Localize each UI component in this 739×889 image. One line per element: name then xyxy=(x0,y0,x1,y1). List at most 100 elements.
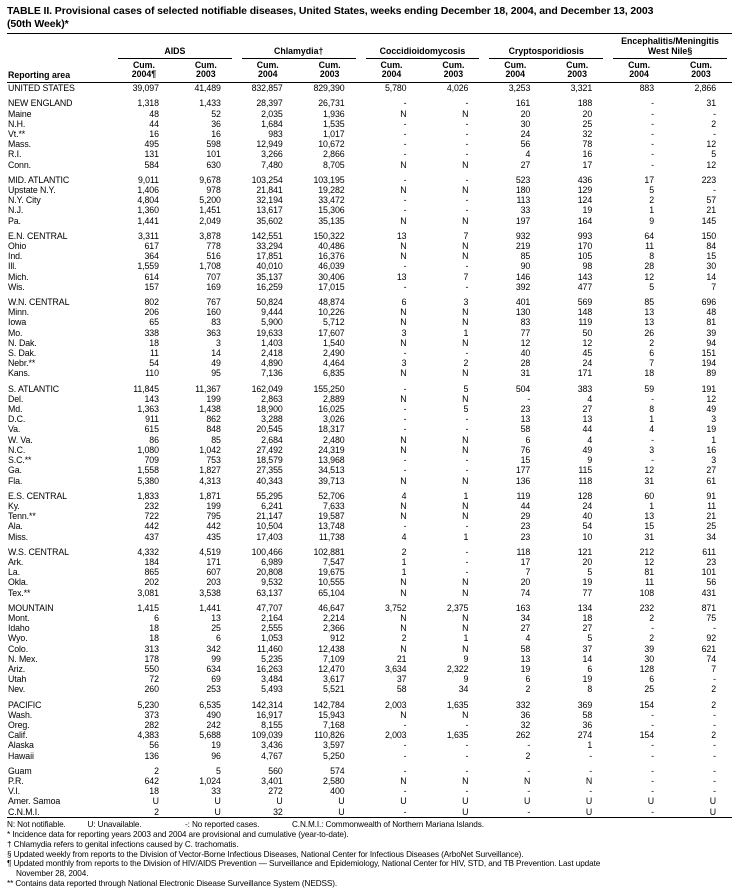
value-cell: 437 xyxy=(144,531,159,542)
value-cell: - xyxy=(403,261,407,272)
value-cell: 11,738 xyxy=(318,531,345,542)
value-cell: 3,538 xyxy=(199,587,221,598)
value-cell: 33,472 xyxy=(318,195,345,206)
value-cell: 169 xyxy=(206,281,221,292)
value-cell: 20 xyxy=(520,108,531,119)
value-cell: 15,943 xyxy=(318,709,345,720)
value-cell: N xyxy=(462,337,469,348)
value-cell: 27,355 xyxy=(256,465,283,476)
value-cell: 19 xyxy=(706,424,716,435)
value-cell: 7,136 xyxy=(261,368,283,379)
value-cell: 180 xyxy=(515,185,531,196)
value-cell: 39 xyxy=(644,643,655,654)
value-cell: 65 xyxy=(149,317,159,328)
value-cell: - xyxy=(465,149,469,160)
value-cell: 912 xyxy=(330,633,345,644)
value-cell: 13 xyxy=(396,271,407,282)
value-cell: 707 xyxy=(206,271,221,282)
value-cell: 84 xyxy=(706,241,716,252)
value-cell: 795 xyxy=(206,511,221,522)
value-cell: - xyxy=(403,786,407,797)
value-cell: - xyxy=(713,129,716,139)
value-cell: 100,466 xyxy=(251,546,283,557)
value-cell: 21 xyxy=(706,511,716,522)
reporting-area-cell: W.S. CENTRAL xyxy=(8,546,69,557)
value-cell: 45 xyxy=(582,348,593,359)
reporting-area-cell: N.H. xyxy=(8,118,26,129)
value-cell: 2,684 xyxy=(261,434,283,445)
table-row: Ala. 442 442 10,504 13,748 - - 23 54 15 25 xyxy=(7,521,732,531)
value-cell: - xyxy=(589,786,593,797)
value-cell: 14 xyxy=(211,348,221,359)
value-cell: 3,266 xyxy=(261,149,283,160)
value-cell: 8 xyxy=(587,684,593,695)
value-cell: 16,917 xyxy=(256,709,283,720)
value-cell: - xyxy=(589,750,593,761)
value-cell: 171 xyxy=(206,556,221,567)
reporting-area-cell: N.J. xyxy=(8,205,24,216)
value-cell: - xyxy=(713,750,716,761)
value-cell: - xyxy=(651,765,655,776)
value-cell: 13,617 xyxy=(256,205,283,216)
value-cell: 2,375 xyxy=(446,602,469,613)
value-cell: 65,104 xyxy=(318,587,345,598)
value-cell: 28,397 xyxy=(256,98,283,109)
value-cell: N xyxy=(462,159,469,170)
reporting-area-cell: Wis. xyxy=(8,281,25,292)
value-cell: 5 xyxy=(215,765,221,776)
value-cell: 3,878 xyxy=(199,230,221,241)
value-cell: 118 xyxy=(516,546,531,557)
value-cell: 13 xyxy=(520,414,531,425)
table-header: Reporting area AIDS Chlamydia† Coccidioi… xyxy=(7,33,732,84)
value-cell: - xyxy=(713,775,716,786)
value-cell: 10,555 xyxy=(318,577,345,588)
table-row: PACIFIC 5,230 6,535 142,314 142,784 2,003 1,63… xyxy=(7,700,732,710)
value-cell: U xyxy=(462,796,469,807)
value-cell: 13 xyxy=(644,511,655,522)
value-cell: 11 xyxy=(149,348,159,359)
value-cell: 1,535 xyxy=(323,118,345,129)
value-cell: - xyxy=(527,765,531,776)
value-cell: 31 xyxy=(644,531,655,542)
value-cell: 767 xyxy=(206,297,221,308)
value-cell: 49 xyxy=(706,404,716,415)
reporting-area-cell: Mass. xyxy=(8,139,31,150)
value-cell: 34 xyxy=(458,684,469,695)
reporting-area-cell: Va. xyxy=(8,424,21,435)
reporting-area-cell: NEW ENGLAND xyxy=(8,98,73,109)
value-cell: 431 xyxy=(701,587,716,598)
value-cell: 2,003 xyxy=(384,730,407,741)
value-cell: 23 xyxy=(706,556,716,567)
value-cell: 44 xyxy=(582,424,593,435)
value-cell: N xyxy=(400,317,407,328)
table-row: N.H. 44 36 1,684 1,535 - - 30 25 - 2 xyxy=(7,119,732,129)
subheader-cryptosporidiosis-cum-2004: Cum. 2004 xyxy=(484,58,547,84)
value-cell: 4 xyxy=(401,490,407,501)
value-cell: 848 xyxy=(206,424,221,435)
table-row: W.N. CENTRAL 802 767 50,824 48,874 6 3 401 569 85… xyxy=(7,297,732,307)
value-cell: U xyxy=(647,796,655,807)
value-cell: 25 xyxy=(211,623,221,634)
value-cell: 26,731 xyxy=(318,98,345,109)
value-cell: 2 xyxy=(711,118,716,129)
value-cell: 13 xyxy=(520,653,531,664)
value-cell: - xyxy=(651,623,655,634)
table-row: Utah 72 69 3,484 3,617 37 9 6 19 6 - xyxy=(7,674,732,684)
value-cell: 4 xyxy=(525,633,531,644)
value-cell: 17,403 xyxy=(256,531,283,542)
value-cell: 24 xyxy=(520,129,531,139)
value-cell: 3,026 xyxy=(323,414,345,425)
value-cell: U xyxy=(214,806,221,817)
value-cell: 753 xyxy=(206,455,221,466)
value-cell: 504 xyxy=(515,383,531,394)
value-cell: U xyxy=(338,796,345,807)
value-cell: 130 xyxy=(515,307,531,318)
notifiable-diseases-table: Reporting area AIDS Chlamydia† Coccidioi… xyxy=(7,33,732,818)
value-cell: 6 xyxy=(525,674,531,685)
col-group-west-nile: Encephalitis/Meningitis West Nile§ xyxy=(608,34,732,59)
value-cell: 1 xyxy=(649,205,655,216)
value-cell: 8 xyxy=(649,251,655,262)
reporting-area-cell: Fla. xyxy=(8,475,23,486)
reporting-area-cell: Vt.** xyxy=(8,129,26,139)
reporting-area-cell: Calif. xyxy=(8,730,28,741)
